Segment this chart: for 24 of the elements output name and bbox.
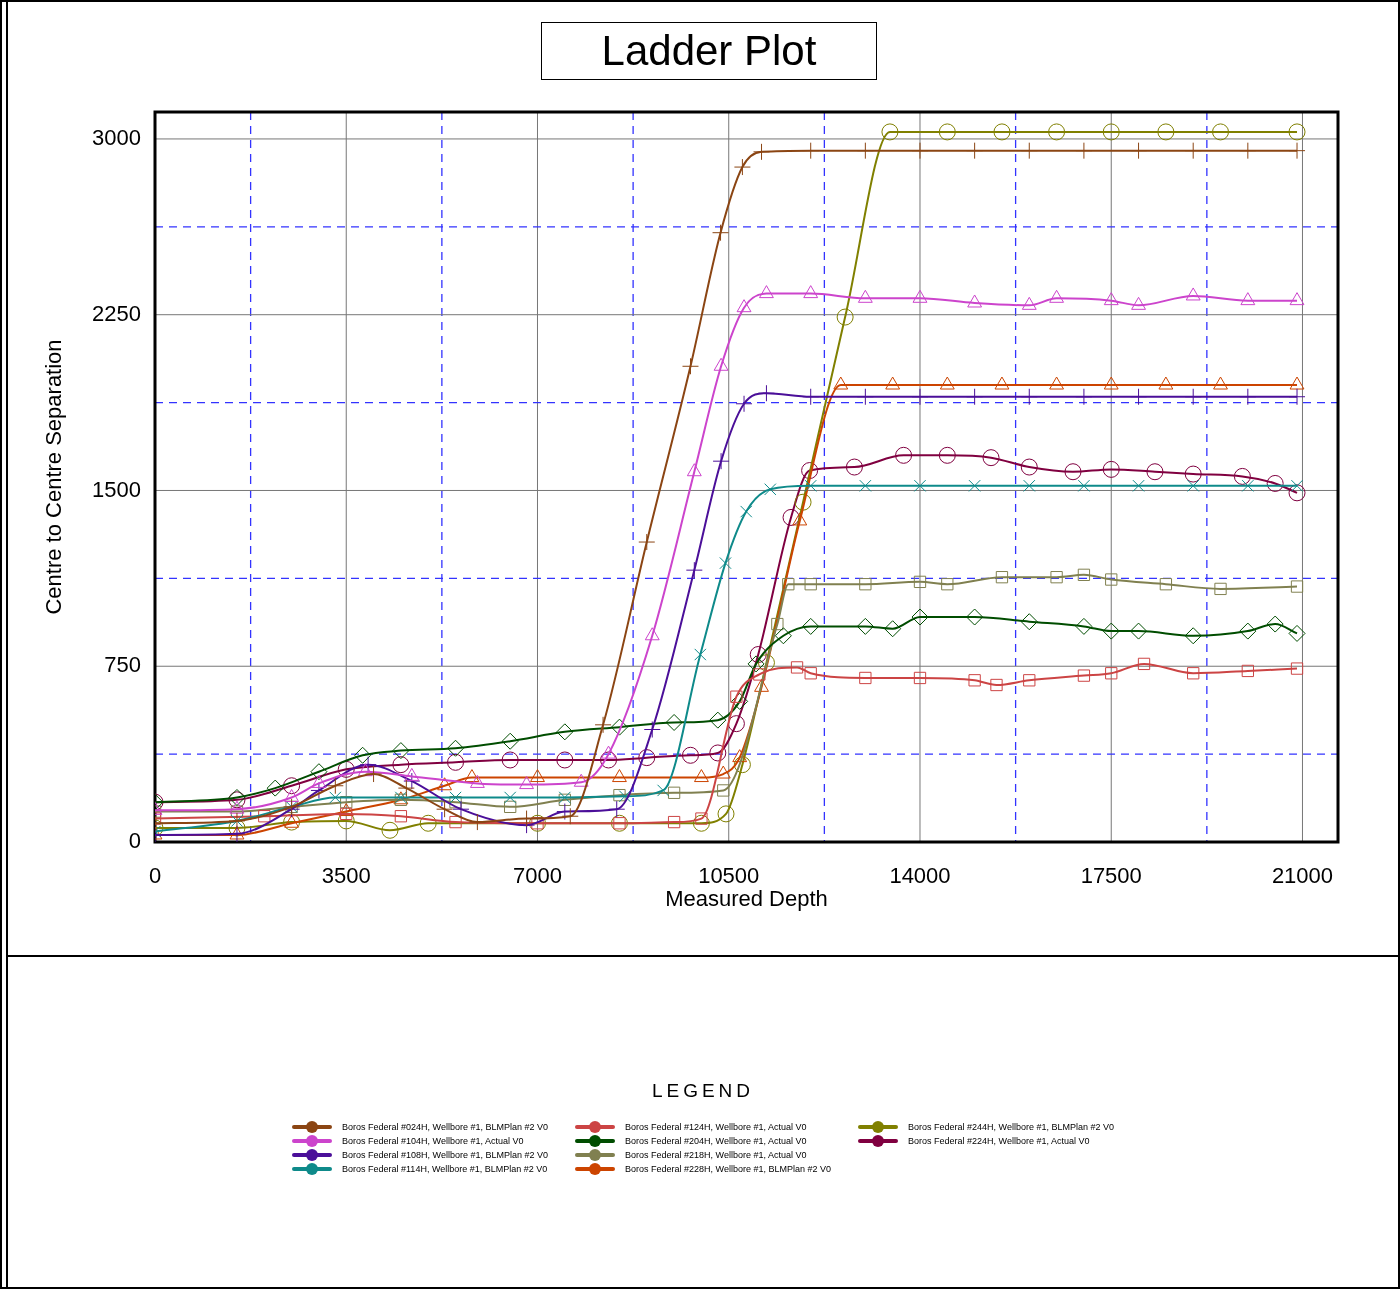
legend-label: Boros Federal #204H, Wellbore #1, Actual V0 — [625, 1136, 807, 1146]
y-axis-title: Centre to Centre Separation — [41, 339, 67, 615]
y-tick-label: 750 — [104, 652, 141, 678]
chart-title: Ladder Plot — [541, 22, 877, 80]
legend-label: Boros Federal #218H, Wellbore #1, Actual V0 — [625, 1150, 807, 1160]
x-tick-label: 21000 — [1271, 863, 1334, 889]
x-tick-label: 0 — [148, 863, 162, 889]
legend-label: Boros Federal #114H, Wellbore #1, BLMPlan #2 V0 — [342, 1164, 548, 1174]
y-tick-label: 0 — [128, 828, 141, 854]
legend-label: Boros Federal #104H, Wellbore #1, Actual V0 — [342, 1136, 524, 1146]
legend-label: Boros Federal #228H, Wellbore #1, BLMPlan #2 V0 — [625, 1164, 831, 1174]
legend-label: Boros Federal #224H, Wellbore #1, Actual V0 — [908, 1136, 1090, 1146]
legend-label: Boros Federal #024H, Wellbore #1, BLMPlan #2 V0 — [342, 1122, 548, 1132]
x-tick-label: 3500 — [321, 863, 371, 889]
legend-label: Boros Federal #124H, Wellbore #1, Actual V0 — [625, 1122, 807, 1132]
legend-label: Boros Federal #108H, Wellbore #1, BLMPlan #2 V0 — [342, 1150, 548, 1160]
x-tick-label: 14000 — [889, 863, 951, 889]
x-tick-label: 7000 — [513, 863, 562, 889]
y-tick-label: 3000 — [92, 125, 141, 151]
x-tick-label: 17500 — [1080, 863, 1142, 889]
legend-title: LEGEND — [650, 1080, 756, 1102]
y-tick-label: 2250 — [92, 300, 141, 326]
legend-label: Boros Federal #244H, Wellbore #1, BLMPlan #2 V0 — [908, 1122, 1114, 1132]
y-tick-label: 1500 — [92, 476, 141, 502]
